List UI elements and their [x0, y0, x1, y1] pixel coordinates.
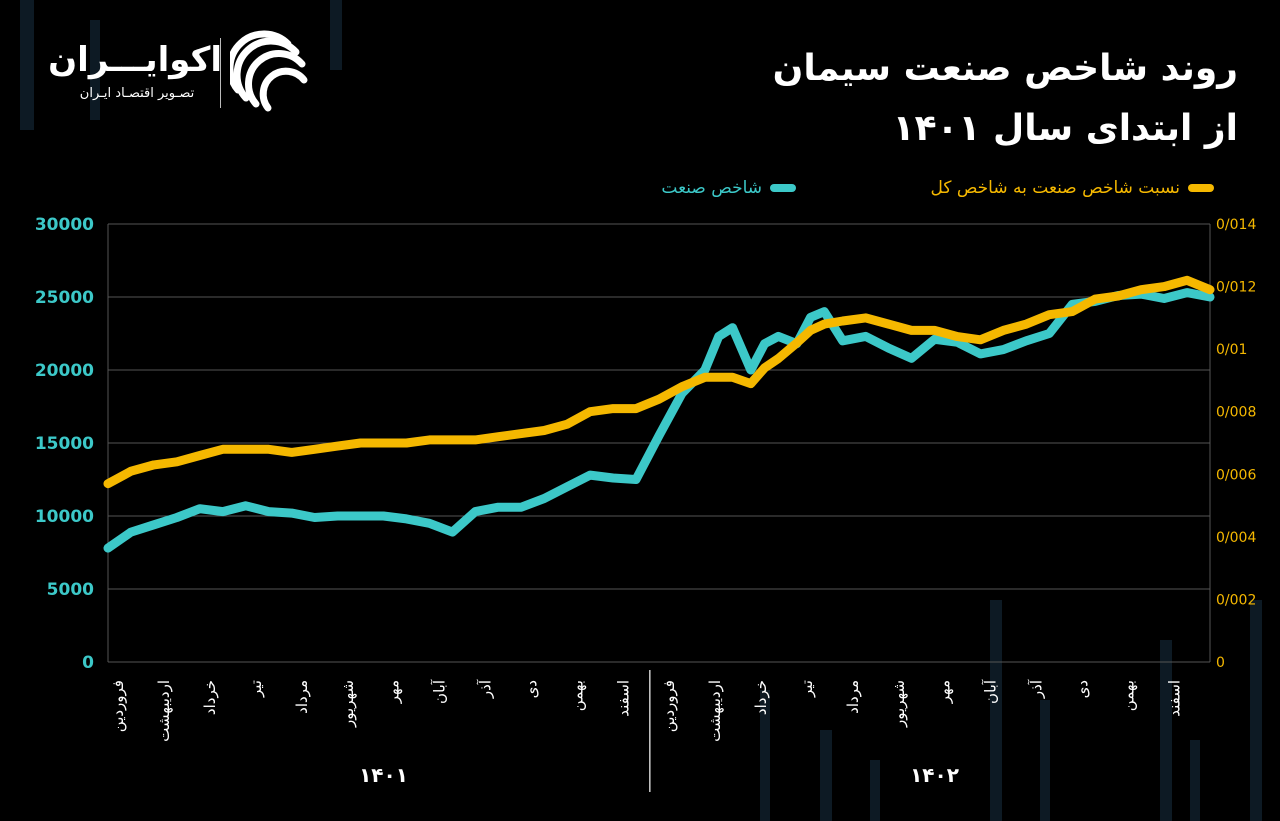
- x-axis-month-label: آذر: [477, 679, 495, 699]
- x-axis-month-label: مهر: [936, 680, 954, 704]
- x-axis-month-label: شهریور: [890, 680, 908, 728]
- x-axis-month-label: دی: [522, 680, 540, 698]
- legend-ratio-series: نسبت شاخص صنعت به شاخص کل: [930, 178, 1214, 198]
- left-axis-tick-label: 25000: [35, 288, 94, 308]
- background-bar: [330, 0, 342, 70]
- right-axis-tick-label: 0/01: [1216, 342, 1247, 358]
- background-bar: [1250, 600, 1262, 821]
- x-axis-month-label: آبان: [431, 679, 449, 704]
- background-bar: [820, 730, 832, 821]
- legend-ratio-swatch: [1188, 184, 1214, 192]
- background-bar: [20, 0, 34, 130]
- background-bar: [1040, 700, 1050, 821]
- x-axis-month-label: خرداد: [201, 680, 219, 715]
- page-subtitle: از ابتدای سال ۱۴۰۱: [892, 108, 1238, 149]
- background-bar: [1160, 640, 1172, 821]
- series-ratio-line: [103, 275, 1215, 489]
- x-axis-year-label: ۱۴۰۱: [359, 763, 408, 787]
- background-bar: [870, 760, 880, 821]
- x-axis-month-label: اردیبهشت: [155, 680, 173, 742]
- right-axis-tick-label: 0/004: [1216, 530, 1256, 546]
- right-axis-tick-label: 0/002: [1216, 592, 1256, 608]
- x-axis-month-label: آذر: [1028, 679, 1046, 699]
- series-index-line: [103, 288, 1215, 553]
- x-axis-month-label: اسفند: [1165, 680, 1183, 717]
- x-axis-month-label: شهریور: [339, 680, 357, 728]
- background-bar: [760, 690, 770, 821]
- right-axis-tick-label: 0/012: [1216, 280, 1256, 296]
- right-axis-tick-label: 0/008: [1216, 405, 1256, 421]
- brand-divider: [220, 38, 221, 108]
- x-axis-year-label: ۱۴۰۲: [910, 763, 959, 787]
- brand-tagline: تصـویر اقتصـاد ایـران: [79, 86, 195, 101]
- left-axis-tick-label: 0: [82, 653, 94, 673]
- x-axis-month-label: تیر: [798, 680, 816, 698]
- page-title: روند شاخص صنعت سیمان: [772, 48, 1238, 89]
- background-bar: [1190, 740, 1200, 821]
- x-axis-month-label: بهمن: [568, 680, 586, 711]
- x-axis-month-label: فروردین: [660, 680, 678, 732]
- x-axis-month-label: مهر: [385, 680, 403, 704]
- brand-name: اکوایـــران: [48, 40, 222, 80]
- brand-logo: اکوایـــران تصـویر اقتصـاد ایـران: [40, 30, 320, 120]
- left-axis-tick-label: 30000: [35, 215, 94, 235]
- legend-index-swatch: [770, 184, 796, 192]
- x-axis-month-label: مرداد: [844, 680, 862, 714]
- legend-index-series: شاخص صنعت: [661, 178, 796, 198]
- background-bar: [990, 600, 1002, 821]
- x-axis-month-label: اسفند: [614, 680, 632, 717]
- right-axis-tick-label: 0/006: [1216, 467, 1256, 483]
- x-axis-month-label: مرداد: [293, 680, 311, 714]
- background-bar: [90, 20, 100, 120]
- x-axis-month-label: اردیبهشت: [706, 680, 724, 742]
- x-axis-month-label: فروردین: [109, 680, 127, 732]
- left-axis-tick-label: 20000: [35, 361, 94, 381]
- brand-mark-icon: [230, 30, 308, 112]
- left-axis-tick-label: 5000: [47, 580, 94, 600]
- legend-ratio-label: نسبت شاخص صنعت به شاخص کل: [930, 178, 1180, 198]
- x-axis-month-label: دی: [1073, 680, 1091, 698]
- x-axis-month-label: آبان: [982, 679, 1000, 704]
- x-axis-month-label: بهمن: [1119, 680, 1137, 711]
- x-axis-month-label: خرداد: [752, 680, 770, 715]
- right-axis-tick-label: 0/014: [1216, 217, 1256, 233]
- x-axis-month-label: تیر: [247, 680, 265, 698]
- left-axis-tick-label: 15000: [35, 434, 94, 454]
- right-axis-tick-label: 0: [1216, 655, 1225, 671]
- legend-index-label: شاخص صنعت: [661, 178, 762, 198]
- left-axis-tick-label: 10000: [35, 507, 94, 527]
